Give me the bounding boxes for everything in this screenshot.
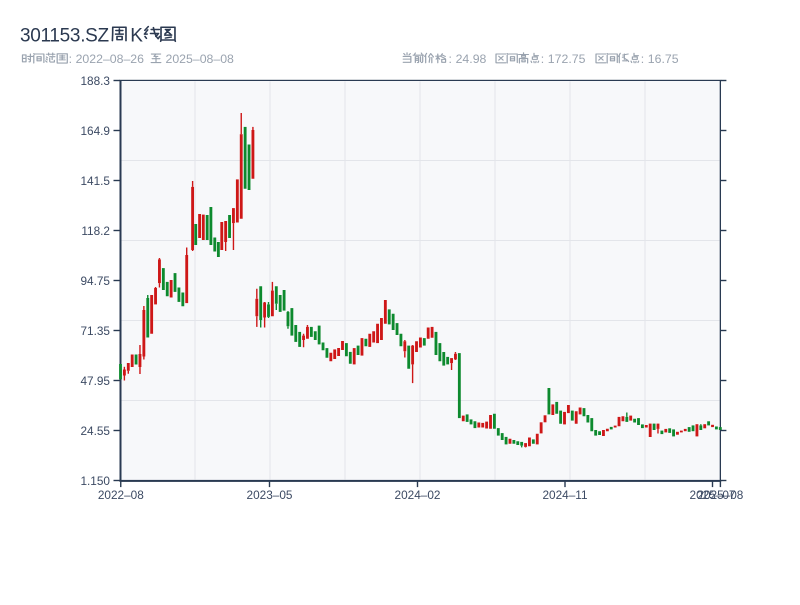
- svg-text:118.2: 118.2: [81, 224, 110, 238]
- svg-text::: :: [641, 52, 644, 66]
- svg-text::: :: [449, 52, 452, 66]
- svg-text:K: K: [130, 26, 143, 47]
- svg-text:16.75: 16.75: [648, 52, 679, 66]
- svg-text:24.55: 24.55: [80, 424, 110, 438]
- svg-text:301153.SZ: 301153.SZ: [20, 26, 110, 47]
- svg-text:2025–07: 2025–07: [690, 488, 736, 502]
- svg-text:2025–08: 2025–08: [697, 488, 743, 502]
- svg-text:71.35: 71.35: [80, 324, 110, 338]
- svg-text:1.150: 1.150: [80, 474, 110, 488]
- svg-text:2024–02: 2024–02: [395, 488, 441, 502]
- svg-text:2023–05: 2023–05: [247, 488, 293, 502]
- svg-text:172.75: 172.75: [548, 52, 586, 66]
- svg-text:94.75: 94.75: [80, 274, 110, 288]
- svg-text:47.95: 47.95: [80, 374, 110, 388]
- svg-text:188.3: 188.3: [80, 74, 110, 88]
- svg-text:2022–08–26: 2022–08–26: [76, 52, 145, 66]
- svg-text::: :: [69, 52, 72, 66]
- svg-text:2022–08: 2022–08: [98, 488, 144, 502]
- svg-text:2024–11: 2024–11: [542, 488, 587, 502]
- svg-text:2025–08–08: 2025–08–08: [166, 52, 235, 66]
- svg-text::: :: [541, 52, 544, 66]
- svg-text:24.98: 24.98: [456, 52, 487, 66]
- svg-text:141.5: 141.5: [80, 174, 110, 188]
- svg-text:164.9: 164.9: [80, 124, 110, 138]
